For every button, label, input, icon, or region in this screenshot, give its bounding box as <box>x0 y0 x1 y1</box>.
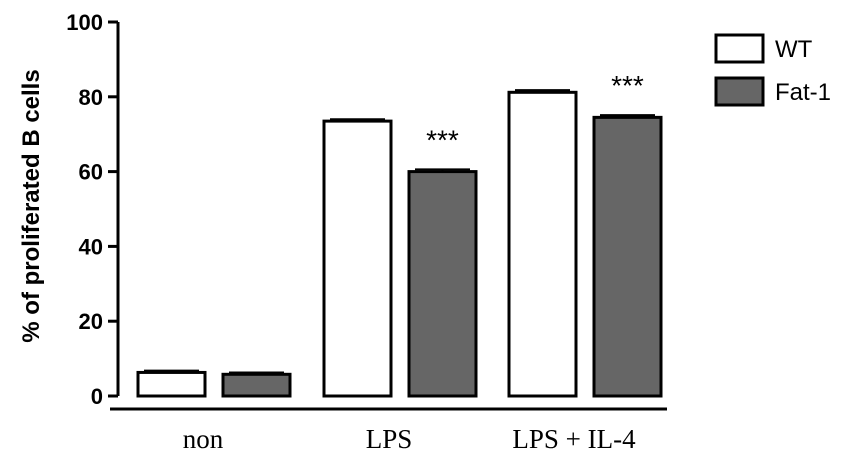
legend-label-wt: WT <box>775 36 813 63</box>
legend-swatch-wt <box>714 33 765 64</box>
legend: WT Fat-1 <box>714 33 831 107</box>
bar-fat-1-non <box>221 372 292 398</box>
significance-marker: *** <box>426 124 459 155</box>
category-label: non <box>183 424 224 454</box>
y-tick-label: 80 <box>79 85 103 110</box>
bar-wt-lps-il-4 <box>507 90 578 398</box>
y-axis-label: % of proliferated B cells <box>18 69 45 342</box>
bar-wt-lps <box>322 119 393 398</box>
y-tick-label: 20 <box>79 309 103 334</box>
bar-fat-1-lps-il-4 <box>592 115 663 398</box>
category-axis: non LPS LPS + IL-4 <box>110 407 667 454</box>
category-label: LPS <box>366 424 413 454</box>
legend-swatch-fat-1 <box>714 76 765 107</box>
bar-wt-non <box>136 370 207 398</box>
y-tick-label: 100 <box>66 10 103 35</box>
bars-group <box>136 89 663 398</box>
legend-label-fat-1: Fat-1 <box>775 79 831 106</box>
significance-marker: *** <box>611 70 644 101</box>
category-label: LPS + IL-4 <box>512 424 636 454</box>
y-axis-ticks: 0 20 40 60 80 100 <box>66 10 118 409</box>
bar-fat-1-lps <box>407 170 478 398</box>
annotations-group: *** *** <box>426 70 644 155</box>
y-tick-label: 40 <box>79 234 103 259</box>
y-tick-label: 60 <box>79 160 103 185</box>
y-tick-label: 0 <box>91 384 103 409</box>
